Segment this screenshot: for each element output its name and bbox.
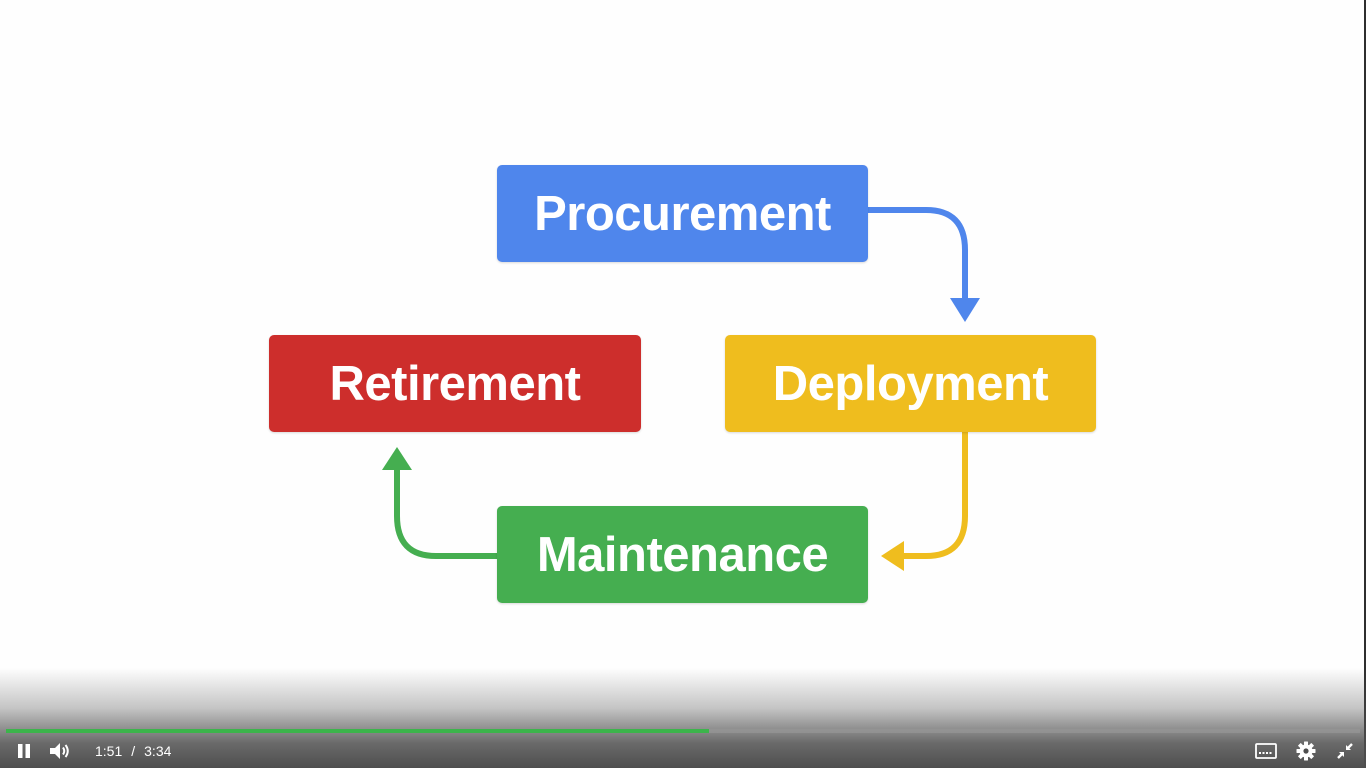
controls-gradient xyxy=(0,668,1366,768)
arrowhead-maintenance-to-retirement xyxy=(382,447,412,470)
time-separator: / xyxy=(131,743,136,759)
exit-fullscreen-button[interactable] xyxy=(1329,734,1361,768)
settings-button[interactable] xyxy=(1290,734,1322,768)
pause-icon xyxy=(18,744,30,758)
arrow-procurement-to-deployment xyxy=(868,207,968,300)
stage-retirement: Retirement xyxy=(269,335,641,432)
captions-icon xyxy=(1255,743,1277,759)
stage-procurement: Procurement xyxy=(497,165,868,262)
progress-bar[interactable] xyxy=(6,729,1360,733)
volume-icon xyxy=(50,743,69,759)
exit-fullscreen-icon xyxy=(1337,743,1353,759)
progress-played xyxy=(6,729,709,733)
volume-button[interactable] xyxy=(44,734,76,768)
control-bar: 1:51 / 3:34 xyxy=(0,734,1366,768)
stage-maintenance: Maintenance xyxy=(497,506,868,603)
duration: 3:34 xyxy=(144,743,172,759)
window-edge xyxy=(1364,0,1366,768)
arrowhead-deployment-to-maintenance xyxy=(881,541,904,571)
arrowhead-procurement-to-deployment xyxy=(950,298,980,322)
arrow-maintenance-to-retirement xyxy=(394,468,497,559)
captions-button[interactable] xyxy=(1250,734,1282,768)
pause-button[interactable] xyxy=(8,734,40,768)
stage-deployment: Deployment xyxy=(725,335,1096,432)
arrow-deployment-to-maintenance xyxy=(902,432,968,559)
time-display: 1:51 / 3:34 xyxy=(95,734,171,768)
gear-icon xyxy=(1296,741,1316,761)
current-time: 1:51 xyxy=(95,743,123,759)
